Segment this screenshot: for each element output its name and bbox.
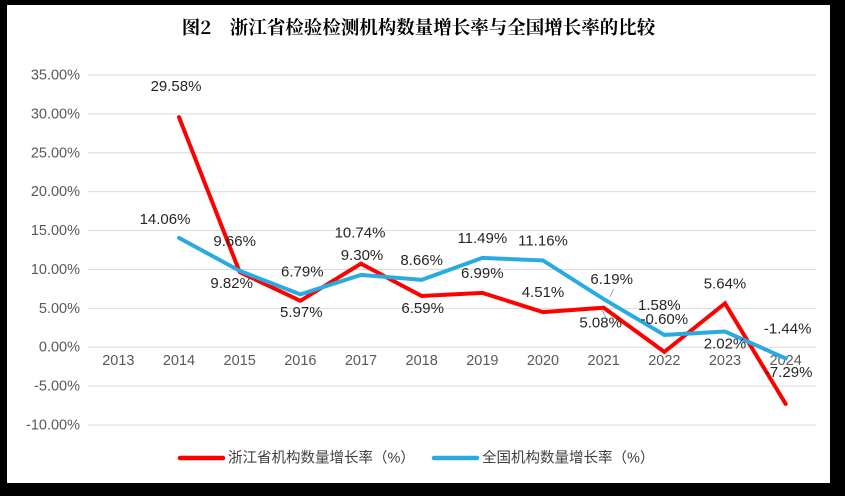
svg-text:-10.00%: -10.00% xyxy=(26,418,80,434)
svg-text:1.58%: 1.58% xyxy=(638,297,681,314)
svg-text:9.82%: 9.82% xyxy=(210,275,253,292)
svg-text:6.19%: 6.19% xyxy=(590,271,633,288)
svg-text:29.58%: 29.58% xyxy=(151,78,202,95)
svg-text:4.51%: 4.51% xyxy=(522,284,565,301)
svg-text:6.99%: 6.99% xyxy=(461,265,504,282)
svg-text:-7.29%: -7.29% xyxy=(765,364,813,381)
svg-text:-5.00%: -5.00% xyxy=(34,379,80,395)
svg-text:2013: 2013 xyxy=(102,353,134,369)
svg-text:5.64%: 5.64% xyxy=(704,275,747,292)
svg-text:15.00%: 15.00% xyxy=(31,223,80,239)
svg-text:8.66%: 8.66% xyxy=(400,252,443,269)
svg-text:20.00%: 20.00% xyxy=(31,184,80,200)
svg-text:2015: 2015 xyxy=(224,353,256,369)
svg-text:2020: 2020 xyxy=(527,353,559,369)
svg-text:5.00%: 5.00% xyxy=(39,301,80,317)
svg-text:14.06%: 14.06% xyxy=(140,211,191,228)
svg-text:11.49%: 11.49% xyxy=(457,230,507,247)
svg-text:2023: 2023 xyxy=(709,353,741,369)
svg-text:6.59%: 6.59% xyxy=(401,300,444,317)
svg-text:35.00%: 35.00% xyxy=(31,68,80,84)
svg-text:浙江省机构数量增长率（%）: 浙江省机构数量增长率（%） xyxy=(228,450,415,467)
svg-text:9.66%: 9.66% xyxy=(213,233,256,250)
svg-text:5.97%: 5.97% xyxy=(280,304,323,321)
svg-text:25.00%: 25.00% xyxy=(31,145,80,161)
svg-text:10.00%: 10.00% xyxy=(31,262,80,278)
svg-text:11.16%: 11.16% xyxy=(518,232,568,249)
svg-text:10.74%: 10.74% xyxy=(335,225,386,242)
svg-text:2018: 2018 xyxy=(406,353,438,369)
svg-text:2019: 2019 xyxy=(466,353,498,369)
svg-text:2016: 2016 xyxy=(284,353,316,369)
svg-text:2021: 2021 xyxy=(588,353,620,369)
svg-text:6.79%: 6.79% xyxy=(281,263,324,280)
svg-text:0.00%: 0.00% xyxy=(39,340,80,356)
svg-text:2017: 2017 xyxy=(345,353,377,369)
svg-text:2022: 2022 xyxy=(648,353,680,369)
svg-text:5.08%: 5.08% xyxy=(579,315,622,332)
svg-text:9.30%: 9.30% xyxy=(341,247,384,264)
svg-text:2014: 2014 xyxy=(163,353,195,369)
svg-text:2.02%: 2.02% xyxy=(704,336,747,353)
svg-text:全国机构数量增长率（%）: 全国机构数量增长率（%） xyxy=(482,449,654,467)
svg-text:-1.44%: -1.44% xyxy=(764,320,812,337)
svg-text:30.00%: 30.00% xyxy=(31,106,80,122)
